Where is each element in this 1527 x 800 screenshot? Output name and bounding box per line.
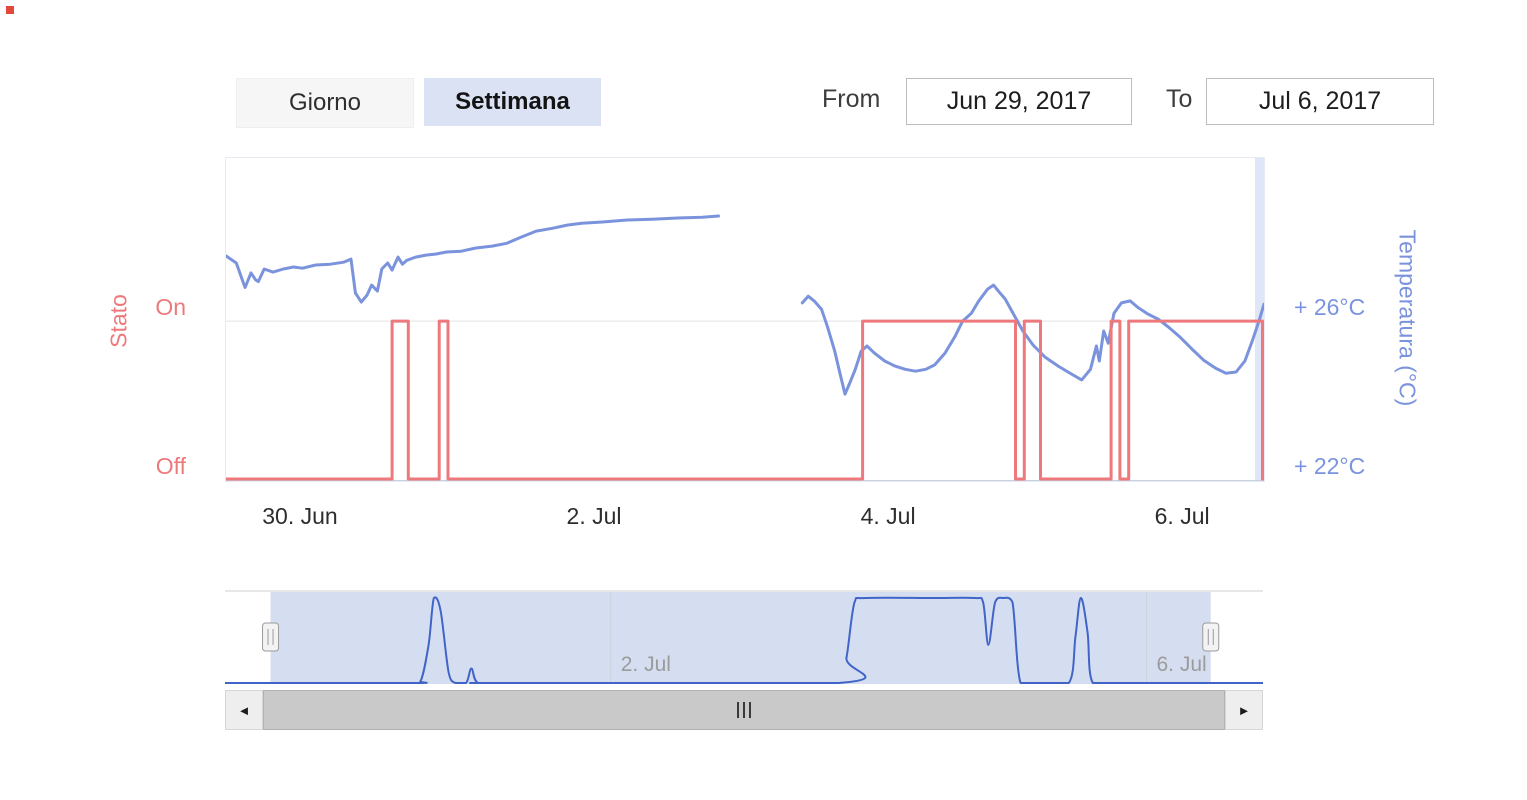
- right-axis-tick-22: + 22°C: [1294, 453, 1366, 479]
- range-button-settimana[interactable]: Settimana: [424, 78, 601, 126]
- scrollbar-grip-icon: [737, 702, 739, 718]
- state-series-line: [226, 319, 1264, 481]
- x-axis-tick-label: 30. Jun: [262, 503, 338, 529]
- left-axis-tick-on: On: [155, 294, 186, 320]
- scrollbar-grip-icon: [743, 702, 745, 718]
- scrollbar-left-arrow-icon: ◄: [237, 702, 251, 718]
- temperature-series-line: [800, 283, 1264, 396]
- scrollbar-right-button[interactable]: ►: [1225, 690, 1263, 730]
- x-axis-labels: 30. Jun 2. Jul 4. Jul 6. Jul: [225, 503, 1263, 533]
- temperature-series-line: [226, 214, 720, 304]
- from-date-input[interactable]: [906, 78, 1132, 125]
- navigator[interactable]: 2. Jul 6. Jul: [225, 590, 1263, 686]
- navigator-right-handle[interactable]: [1202, 622, 1220, 652]
- scrollbar-grip-icon: [749, 702, 751, 718]
- x-axis-tick-label: 2. Jul: [566, 503, 622, 529]
- main-chart-plot-area[interactable]: [225, 157, 1265, 482]
- navigator-selected-range: [270, 592, 1211, 684]
- navigator-svg[interactable]: [225, 590, 1263, 686]
- to-date-input[interactable]: [1206, 78, 1434, 125]
- x-axis-tick-label: 6. Jul: [1154, 503, 1210, 529]
- scrollbar-thumb[interactable]: [263, 690, 1225, 730]
- red-marker: [6, 6, 14, 14]
- scrollbar-left-button[interactable]: ◄: [225, 690, 263, 730]
- left-axis-tick-off: Off: [155, 453, 186, 479]
- right-axis-tick-26: + 26°C: [1294, 294, 1366, 320]
- navigator-series-line: [225, 596, 1263, 684]
- x-axis-tick-label: 4. Jul: [860, 503, 916, 529]
- scrollbar-right-arrow-icon: ►: [1237, 702, 1251, 718]
- navigator-left-handle[interactable]: [262, 622, 280, 652]
- from-label: From: [822, 85, 881, 113]
- right-axis-title: Temperatura (°C): [1394, 229, 1421, 407]
- scrollbar: ◄ ►: [225, 690, 1263, 730]
- range-button-settimana-label: Settimana: [455, 88, 570, 115]
- to-label: To: [1166, 85, 1193, 113]
- range-button-giorno[interactable]: Giorno: [236, 78, 414, 128]
- main-chart-svg[interactable]: [226, 158, 1264, 481]
- range-button-giorno-label: Giorno: [288, 89, 362, 116]
